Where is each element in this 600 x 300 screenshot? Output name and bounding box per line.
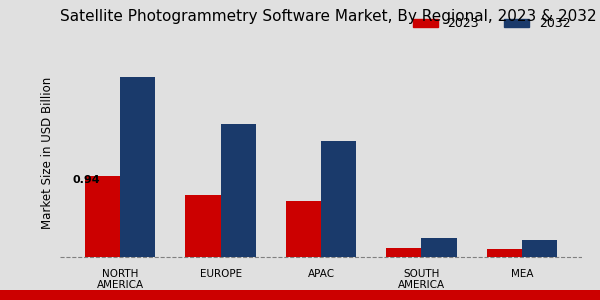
Text: Satellite Photogrammetry Software Market, By Regional, 2023 & 2032: Satellite Photogrammetry Software Market…: [60, 9, 596, 24]
Y-axis label: Market Size in USD Billion: Market Size in USD Billion: [41, 77, 55, 229]
Legend: 2023, 2032: 2023, 2032: [407, 12, 576, 35]
Bar: [487, 249, 522, 257]
Text: 0.94: 0.94: [72, 176, 100, 185]
Bar: [120, 77, 155, 257]
Bar: [522, 240, 557, 257]
Bar: [321, 141, 356, 257]
Bar: [286, 201, 321, 257]
Bar: [185, 195, 221, 257]
Bar: [221, 124, 256, 257]
Bar: [85, 176, 120, 257]
Bar: [421, 238, 457, 257]
Bar: [386, 248, 421, 257]
